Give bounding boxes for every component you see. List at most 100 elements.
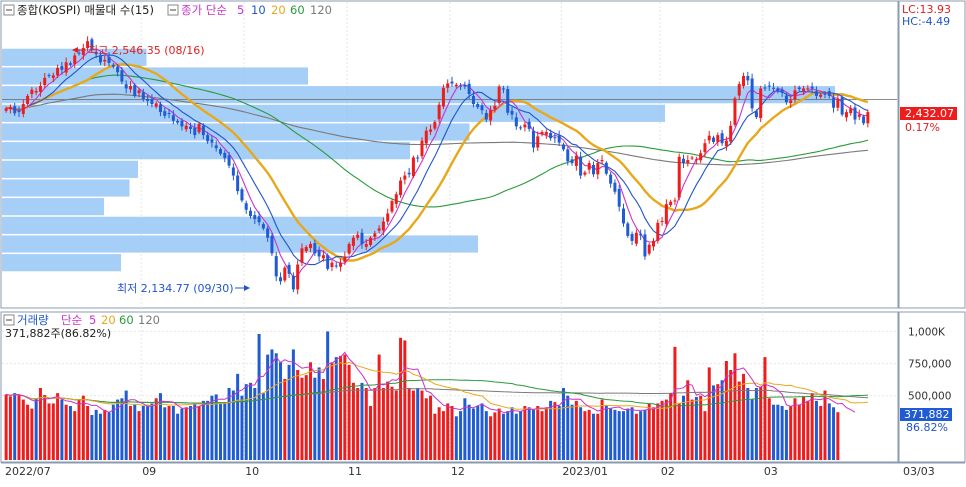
volume-bar <box>720 380 724 460</box>
candle-body <box>360 232 364 244</box>
candle-body <box>823 93 827 95</box>
volume-bar <box>411 390 415 460</box>
candle-body <box>244 203 248 210</box>
volume-bar <box>600 399 604 460</box>
volume-bar <box>480 403 484 460</box>
candle-body <box>51 75 55 78</box>
volume-bar <box>343 354 347 460</box>
volume-bar <box>789 406 793 460</box>
current-price-marker: 2,432.07 0.17% <box>900 107 957 134</box>
volume-bar <box>94 409 98 460</box>
profile-bar <box>2 123 470 141</box>
volume-bar <box>553 402 557 460</box>
candle-body <box>146 99 150 101</box>
low-label: 최저 2,134.77 (09/30) <box>117 282 234 295</box>
candle-body <box>47 75 51 77</box>
candle-body <box>150 99 154 104</box>
candle-body <box>716 135 720 142</box>
low-annotation: 최저 2,134.77 (09/30) <box>117 282 250 295</box>
volume-bar <box>223 402 227 460</box>
volume-bar <box>750 399 754 460</box>
volume-bar <box>621 411 625 460</box>
candle-body <box>43 77 47 86</box>
candle-body <box>343 256 347 262</box>
volume-bar <box>497 408 501 460</box>
candle-body <box>596 163 600 175</box>
volume-bar <box>656 403 660 460</box>
candle-body <box>321 255 325 259</box>
ma20-label: 20 <box>271 3 286 17</box>
candle-body <box>793 90 797 100</box>
volume-bar <box>64 404 68 460</box>
volume-bar <box>604 406 608 460</box>
volume-bar <box>17 395 21 460</box>
candle-body <box>433 122 437 129</box>
profile-bar <box>2 160 138 178</box>
profile-bar <box>2 235 478 253</box>
volume-bar <box>98 413 102 460</box>
candle-body <box>853 107 857 120</box>
candle-body <box>626 223 630 236</box>
volume-bar <box>531 409 535 460</box>
volume-bar <box>823 390 827 460</box>
volume-bars <box>4 331 840 460</box>
candle-body <box>686 160 690 164</box>
arrow-head-icon <box>244 285 250 291</box>
volume-bar <box>742 373 746 460</box>
volume-bar <box>197 406 201 460</box>
volume-bar <box>274 353 278 460</box>
candle-body <box>188 126 192 129</box>
candle-body <box>703 143 707 153</box>
candle-body <box>399 180 403 196</box>
volume-bar <box>51 403 55 460</box>
volume-bar <box>180 408 184 460</box>
candle-body <box>304 247 308 252</box>
volume-moving-averages <box>5 351 868 413</box>
candle-body <box>21 104 25 114</box>
candle-body <box>729 125 733 142</box>
volume-bar <box>643 409 647 460</box>
profile-bar <box>2 198 104 216</box>
volume-bar <box>420 390 424 460</box>
volume-bar <box>724 361 728 460</box>
candle-body <box>107 57 111 63</box>
candle-body <box>339 262 343 267</box>
volume-bar <box>287 364 291 460</box>
vol-ma5-label: 5 <box>89 313 96 327</box>
candle-body <box>128 85 132 90</box>
volume-bar <box>527 407 531 460</box>
volume-bar <box>124 390 128 460</box>
vol-ma60-label: 60 <box>119 313 134 327</box>
volume-bar <box>609 408 613 460</box>
candle-body <box>218 149 223 154</box>
candle-body <box>583 172 587 175</box>
candle-body <box>223 152 227 159</box>
volume-bar <box>77 399 81 460</box>
volume-bar <box>574 400 578 460</box>
volume-bar <box>651 407 656 460</box>
candle-body <box>4 108 8 111</box>
volume-bar <box>767 398 771 460</box>
candle-body <box>411 157 415 177</box>
candle-body <box>827 91 831 96</box>
volume-bar <box>686 380 690 460</box>
candle-body <box>193 127 197 136</box>
ma60-label: 60 <box>290 3 305 17</box>
current-price-box <box>900 107 957 120</box>
date-axis-labels: 2022/07 09 10 11 12 2023/01 02 03 03/03 <box>5 465 935 478</box>
volume-bar <box>364 388 368 460</box>
volume-bar <box>47 403 51 460</box>
candle-body <box>707 135 711 141</box>
high-annotation: 최고 2,546.35 (08/16) <box>72 44 205 57</box>
profile-bar <box>2 67 308 85</box>
candle-body <box>699 153 703 161</box>
profile-bar <box>2 179 130 197</box>
volume-bar <box>339 355 343 460</box>
candle-body <box>56 67 60 76</box>
candle-body <box>167 113 171 115</box>
volume-profile <box>2 48 897 272</box>
candle-body <box>591 164 595 175</box>
candle-body <box>158 104 162 113</box>
volume-bar <box>218 403 223 460</box>
